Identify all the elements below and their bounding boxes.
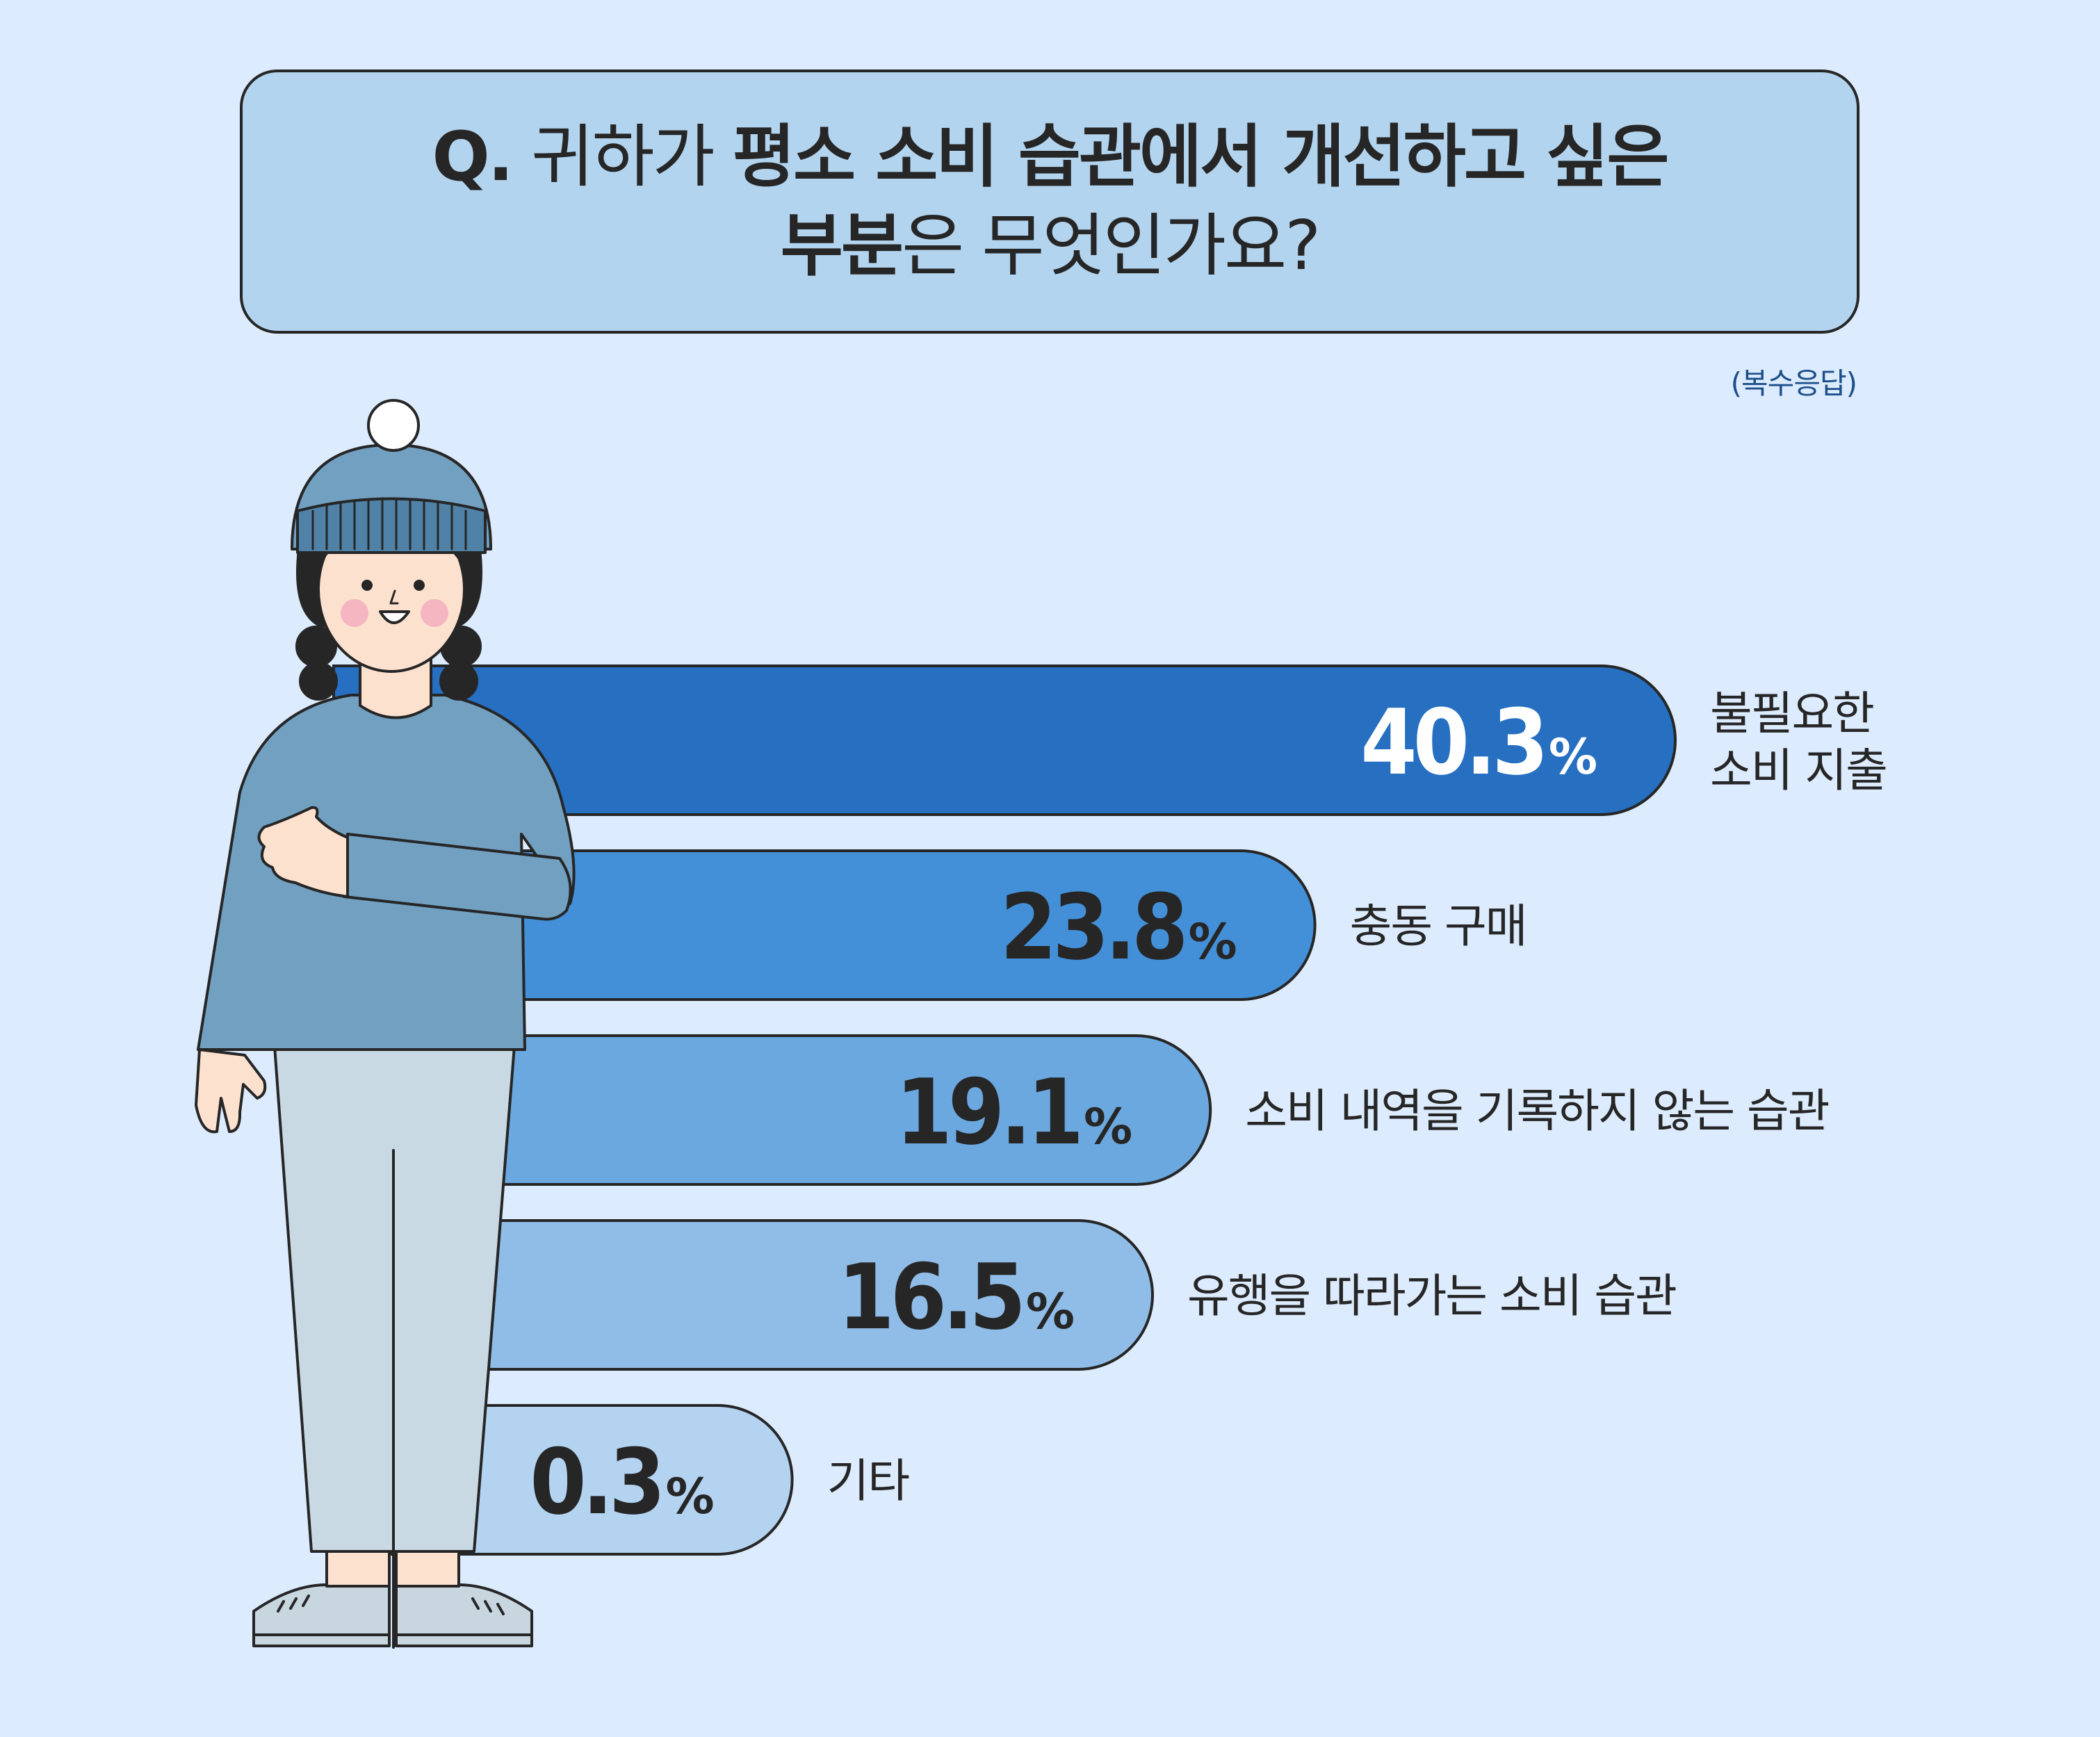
value-label-2: 23.8% (1000, 874, 1237, 980)
bar-3 (332, 1034, 1212, 1186)
question-text-light-1: 귀하가 (531, 117, 715, 197)
value-label-1: 40.3% (1360, 690, 1597, 795)
question-text-bold-1: 평소 소비 습관에서 개선하고 싶은 (732, 117, 1670, 197)
category-label-2: 충동 구매 (1350, 899, 1527, 953)
question-line-1: Q. 귀하가 평소 소비 습관에서 개선하고 싶은 (432, 113, 1670, 202)
value-label-4: 16.5% (838, 1244, 1075, 1350)
value-label-5: 0.3% (530, 1429, 714, 1535)
category-label-4: 유행을 따라가는 소비 습관 (1187, 1269, 1676, 1323)
multiple-response-note: (복수응답) (1730, 366, 1857, 400)
question-text-light-2: 은 무엇인가요? (902, 206, 1321, 286)
bar-1 (332, 664, 1677, 816)
value-label-3: 19.1% (895, 1059, 1132, 1165)
bars-group: 40.3% 불필요한 소비 지출 23.8% 충동 구매 19.1% 소비 내역을 기록하지… (332, 664, 1888, 1556)
question-text-bold-2: 부분 (780, 206, 904, 286)
question-box: Q. 귀하가 평소 소비 습관에서 개선하고 싶은 부분은 무엇인가요? (240, 70, 1859, 334)
category-label-3: 소비 내역을 기록하지 않는 습관 (1245, 1084, 1829, 1138)
category-label-5: 기타 (827, 1454, 909, 1508)
person-illustration (195, 399, 576, 1649)
bar-2 (332, 849, 1317, 1001)
question-prefix: Q. (432, 117, 514, 197)
question-line-2: 부분은 무엇인가요? (780, 202, 1321, 291)
bar-4 (332, 1219, 1154, 1371)
category-label-1: 불필요한 소비 지출 (1710, 687, 1887, 797)
